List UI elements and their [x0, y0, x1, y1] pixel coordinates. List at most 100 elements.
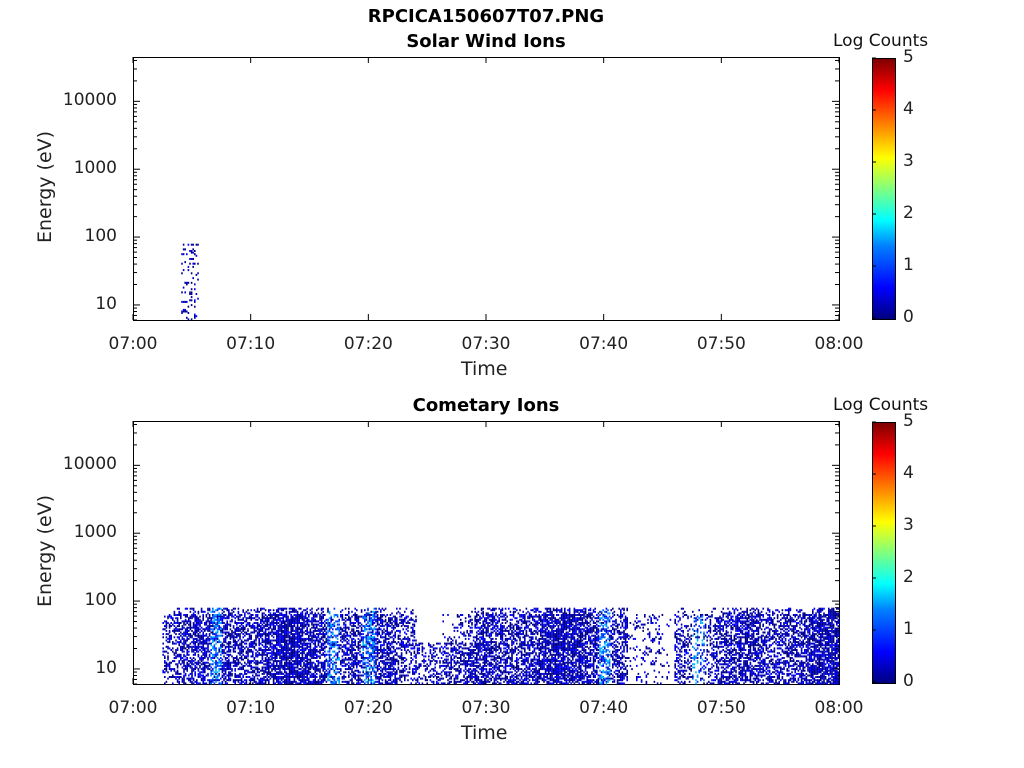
heatmap-cell: [176, 680, 179, 683]
heatmap-cell: [328, 644, 331, 647]
heatmap-cell: [351, 649, 353, 651]
heatmap-cell: [325, 626, 328, 629]
heatmap-cell: [432, 644, 435, 647]
heatmap-cell: [314, 634, 316, 637]
heatmap-cell: [456, 652, 459, 655]
heatmap-cell: [280, 661, 283, 664]
heatmap-cell: [354, 615, 356, 618]
heatmap-cell: [367, 614, 369, 616]
heatmap-cell: [367, 609, 369, 612]
heatmap-cell: [376, 652, 379, 655]
plot-area[interactable]: [133, 57, 840, 321]
heatmap-cell: [312, 626, 315, 629]
heatmap-cell: [260, 625, 262, 628]
heatmap-cell: [354, 641, 356, 644]
heatmap-cell: [183, 644, 185, 647]
heatmap-cell: [370, 636, 372, 639]
heatmap-cell: [423, 660, 425, 663]
heatmap-cell: [412, 618, 414, 621]
heatmap-cell: [357, 663, 360, 666]
heatmap-cell: [256, 666, 259, 669]
heatmap-cell: [242, 664, 244, 667]
heatmap-cell: [386, 626, 388, 629]
heatmap-cell: [197, 622, 200, 624]
heatmap-cell: [194, 253, 196, 256]
heatmap-cell: [261, 618, 264, 621]
heatmap-cell: [196, 682, 198, 685]
heatmap-cell: [429, 674, 432, 677]
plot-area[interactable]: [133, 421, 840, 685]
heatmap-cell: [365, 677, 368, 680]
heatmap-cell: [192, 645, 195, 648]
heatmap-cell: [181, 310, 183, 313]
heatmap-cell: [386, 680, 388, 683]
heatmap-cell: [317, 641, 320, 644]
heatmap-cell: [364, 609, 366, 612]
heatmap-cell: [389, 647, 392, 650]
heatmap-cell: [468, 625, 470, 628]
heatmap-cell: [314, 680, 316, 683]
heatmap-cell: [292, 657, 294, 659]
heatmap-cell: [296, 629, 299, 632]
heatmap-cell: [410, 626, 412, 629]
heatmap-cell: [200, 677, 203, 680]
heatmap-cell: [456, 644, 459, 647]
heatmap-cell: [264, 639, 267, 642]
heatmap-cell: [186, 644, 188, 647]
heatmap-cell: [210, 680, 212, 683]
heatmap-cell: [458, 664, 460, 667]
heatmap-cell: [290, 629, 292, 632]
heatmap-cell: [383, 668, 385, 671]
heatmap-cell: [309, 649, 312, 651]
heatmap-cell: [383, 674, 385, 677]
colorbar-title: Log Counts: [833, 395, 929, 415]
heatmap-cell: [316, 623, 318, 626]
heatmap-cell: [410, 660, 412, 663]
heatmap-cell: [298, 655, 300, 658]
heatmap-cell: [340, 660, 342, 663]
heatmap-cell: [269, 655, 272, 658]
heatmap-cell: [325, 637, 328, 640]
heatmap-cell: [400, 658, 403, 661]
heatmap-cell: [300, 682, 302, 685]
heatmap-cell: [396, 679, 398, 682]
heatmap-cell: [258, 628, 260, 631]
heatmap-cell: [386, 642, 388, 645]
heatmap-cell: [218, 626, 220, 629]
heatmap-cell: [279, 644, 281, 647]
heatmap-cell: [295, 655, 297, 658]
heatmap-cell: [266, 639, 268, 642]
heatmap-cell: [197, 262, 199, 265]
heatmap-cell: [344, 607, 347, 610]
heatmap-cell: [322, 607, 324, 610]
heatmap-cell: [207, 658, 209, 661]
heatmap-cell: [344, 620, 347, 623]
heatmap-cell: [418, 666, 420, 669]
heatmap-cell: [186, 615, 188, 618]
heatmap-cell: [239, 642, 241, 645]
heatmap-cell: [364, 666, 366, 669]
heatmap-cell: [183, 614, 185, 616]
heatmap-cell: [359, 653, 361, 656]
heatmap-cell: [287, 652, 289, 655]
heatmap-cell: [216, 663, 219, 666]
heatmap-cell: [476, 620, 478, 623]
heatmap-cell: [292, 653, 294, 656]
heatmap-cell: [292, 663, 294, 666]
heatmap-cell: [391, 618, 393, 621]
heatmap-cell: [293, 642, 296, 645]
heatmap-cell: [255, 629, 257, 632]
heatmap-cell: [175, 614, 177, 616]
heatmap-cell: [277, 680, 280, 683]
heatmap-cell: [205, 666, 208, 669]
heatmap-cell: [338, 618, 340, 621]
heatmap-cell: [192, 653, 195, 656]
heatmap-cell: [362, 653, 364, 656]
heatmap-cell: [332, 666, 334, 669]
heatmap-cell: [304, 682, 307, 685]
heatmap-cell: [189, 293, 191, 295]
heatmap-cell: [285, 631, 288, 634]
heatmap-cell: [215, 676, 217, 678]
heatmap-cell: [256, 669, 259, 672]
heatmap-cell: [210, 622, 212, 624]
